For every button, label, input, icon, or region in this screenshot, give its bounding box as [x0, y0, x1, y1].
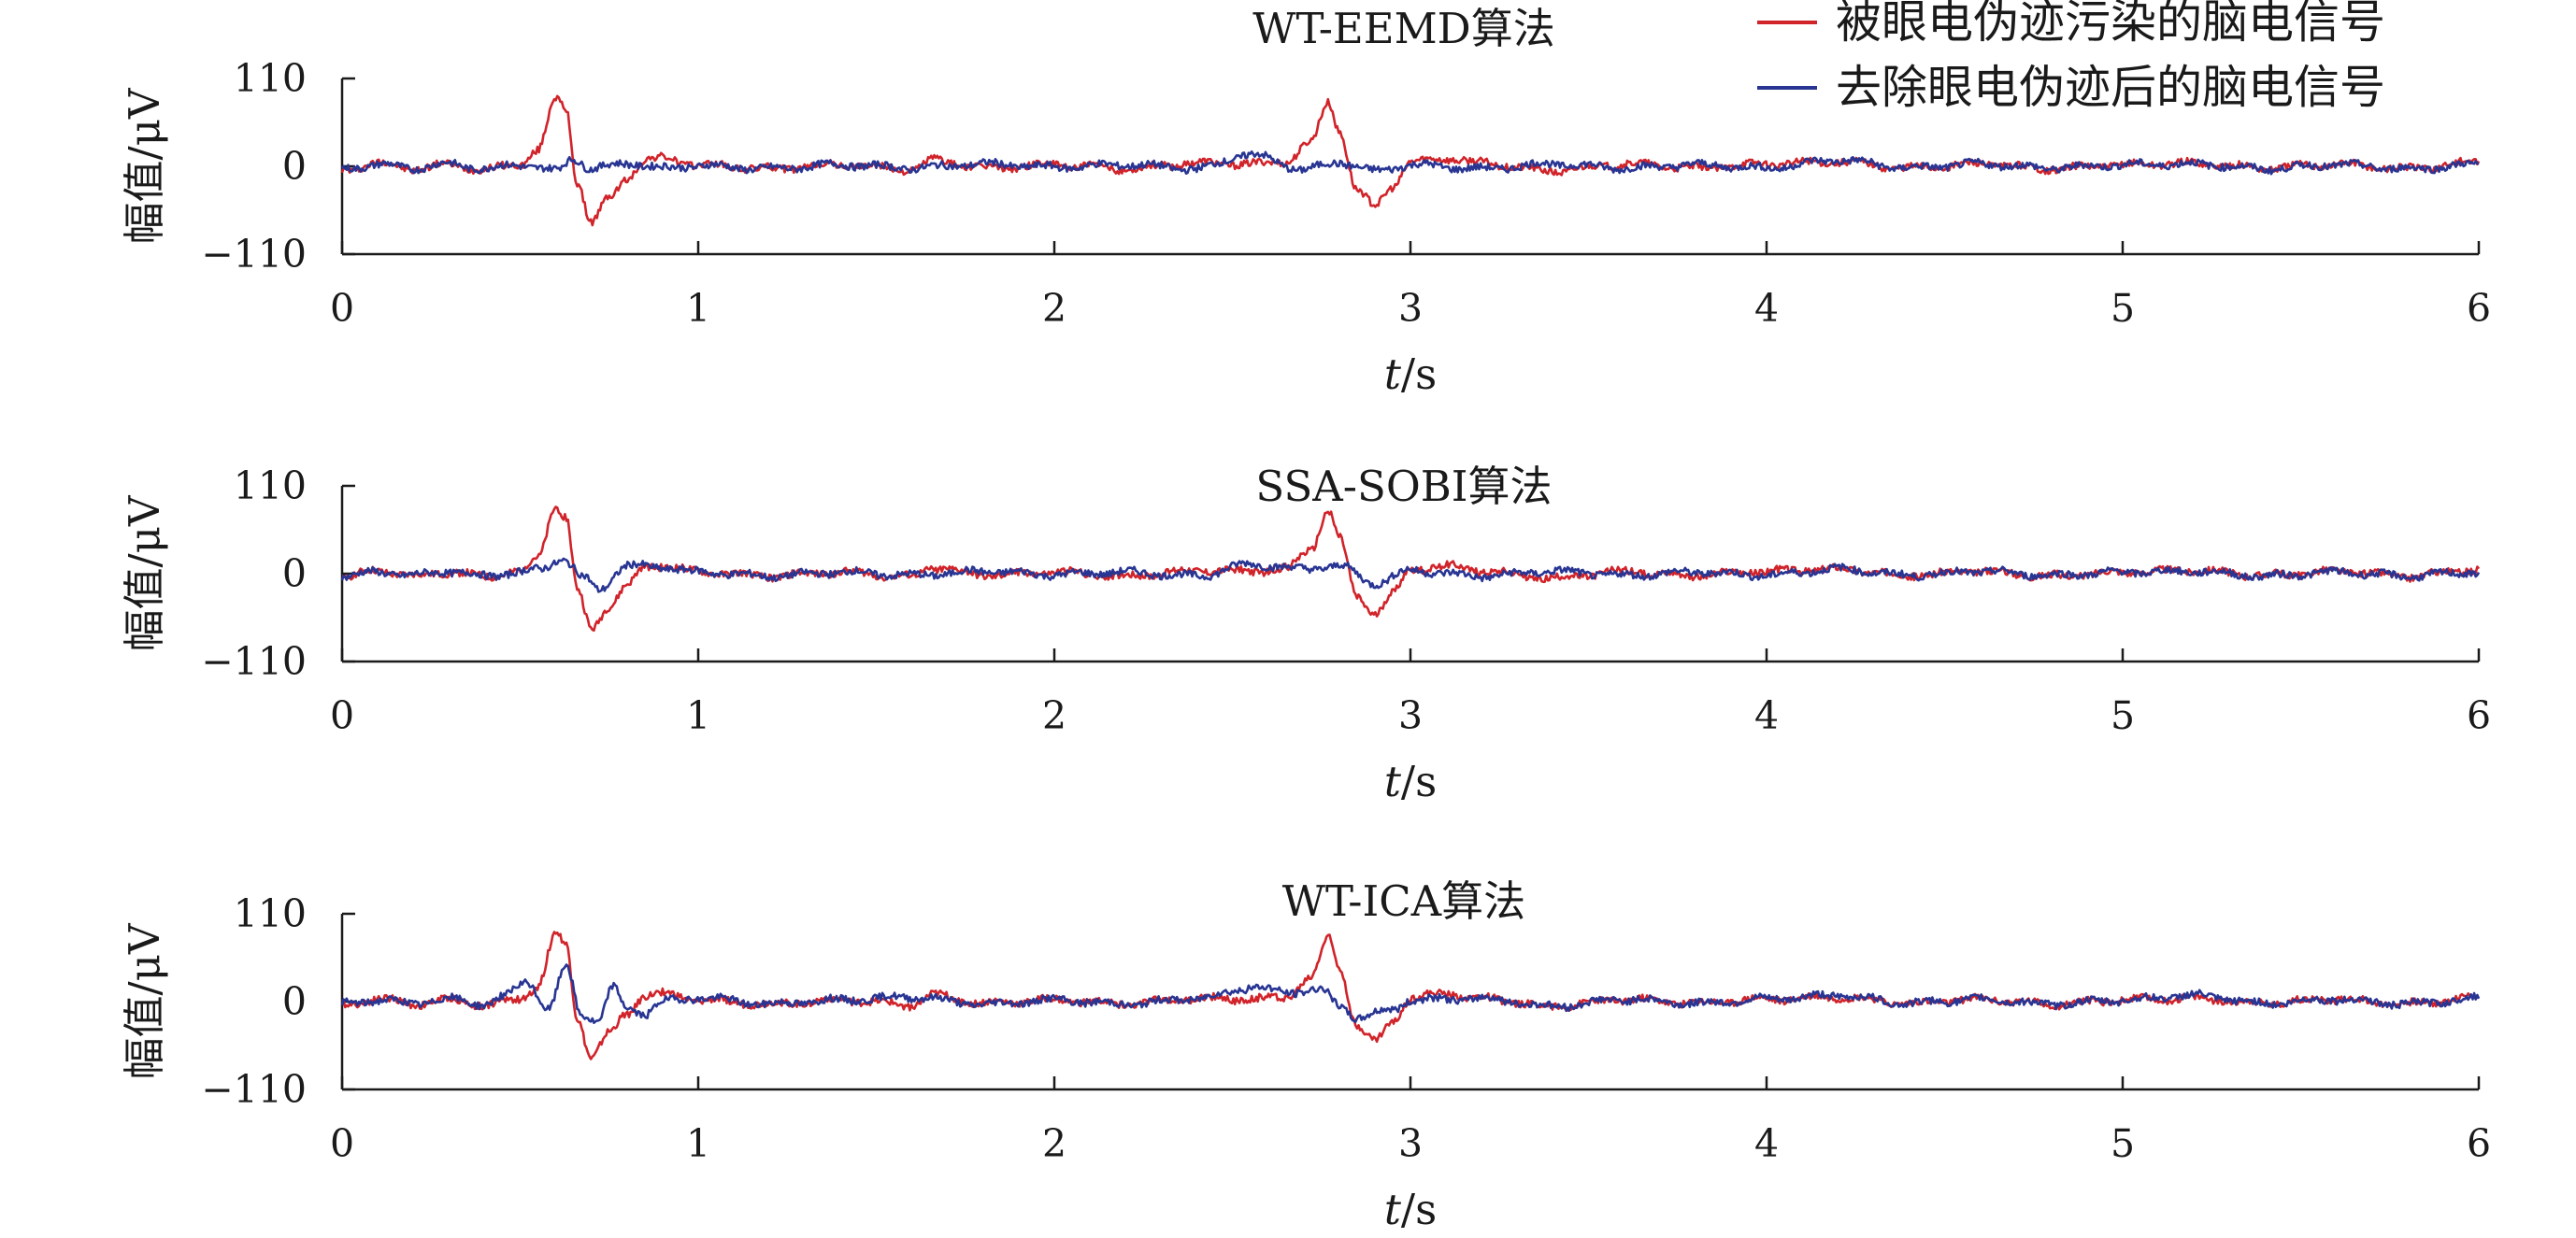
- x-axis-label: t/s: [1384, 757, 1437, 806]
- x-axis-label: t/s: [1384, 1185, 1437, 1234]
- y-axis-label: 幅值/μV: [120, 87, 169, 244]
- series-line-cleaned: [340, 963, 2481, 1024]
- y-tick-label: −110: [201, 639, 307, 684]
- chart-title: SSA-SOBI算法: [1255, 462, 1552, 511]
- x-tick-label: 4: [1754, 693, 1779, 738]
- x-tick-label: 5: [2111, 693, 2135, 738]
- x-axis-label-unit: /s: [1401, 349, 1437, 399]
- x-tick-label: 1: [686, 286, 710, 331]
- y-tick-label: 110: [234, 463, 307, 508]
- x-tick-label: 0: [330, 693, 354, 738]
- x-tick-label: 1: [686, 1121, 710, 1166]
- x-tick-label: 5: [2111, 1121, 2135, 1166]
- y-tick-label: 0: [282, 144, 307, 189]
- chart-panel-1: WT-EEMD算法 110 0 −110 0 1 2 3 4 5 6 幅值/μV t/s: [120, 4, 2491, 399]
- chart-title: WT-ICA算法: [1282, 876, 1525, 926]
- series-line-contaminated: [340, 94, 2481, 227]
- x-axis-label-unit: /s: [1401, 757, 1437, 806]
- legend-label-contaminated: 被眼电伪迹污染的脑电信号: [1836, 0, 2385, 49]
- y-tick-label: 110: [234, 56, 307, 101]
- x-axis-label-var: t: [1384, 1185, 1402, 1234]
- x-axis-label: t/s: [1384, 349, 1437, 399]
- chart-panel-2: SSA-SOBI算法 110 0 −110 0 1 2 3 4 5 6 幅值/μV t/s: [120, 462, 2491, 806]
- x-tick-label: 3: [1398, 693, 1423, 738]
- y-tick-label: 0: [282, 551, 307, 596]
- x-tick-label: 2: [1042, 1121, 1066, 1166]
- y-tick-label: −110: [201, 232, 307, 277]
- x-tick-label: 3: [1398, 286, 1423, 331]
- y-axis-label: 幅值/μV: [120, 494, 169, 651]
- x-tick-label: 3: [1398, 1121, 1423, 1166]
- x-tick-label: 1: [686, 693, 710, 738]
- y-tick-label: 0: [282, 979, 307, 1024]
- x-tick-label: 6: [2467, 1121, 2491, 1166]
- series-line-contaminated: [341, 931, 2480, 1060]
- x-tick-label: 0: [330, 286, 354, 331]
- x-tick-label: 6: [2467, 693, 2491, 738]
- x-tick-label: 0: [330, 1121, 354, 1166]
- x-tick-label: 6: [2467, 286, 2491, 331]
- x-axis-label-var: t: [1384, 757, 1402, 806]
- series-line-cleaned: [340, 557, 2481, 593]
- x-tick-label: 2: [1042, 286, 1066, 331]
- y-axis-label: 幅值/μV: [120, 922, 169, 1079]
- x-tick-label: 4: [1754, 286, 1779, 331]
- x-tick-label: 2: [1042, 693, 1066, 738]
- x-tick-label: 4: [1754, 1121, 1779, 1166]
- y-tick-label: −110: [201, 1067, 307, 1112]
- y-tick-label: 110: [234, 891, 307, 936]
- chart-title: WT-EEMD算法: [1252, 4, 1555, 53]
- x-tick-label: 5: [2111, 286, 2135, 331]
- chart-panel-3: WT-ICA算法 110 0 −110 0 1 2 3 4 5 6 幅值/μV t/s: [120, 876, 2491, 1234]
- x-axis-label-var: t: [1384, 349, 1402, 399]
- series-line-cleaned: [340, 150, 2480, 176]
- x-axis-label-unit: /s: [1401, 1185, 1437, 1234]
- legend-label-cleaned: 去除眼电伪迹后的脑电信号: [1836, 61, 2385, 114]
